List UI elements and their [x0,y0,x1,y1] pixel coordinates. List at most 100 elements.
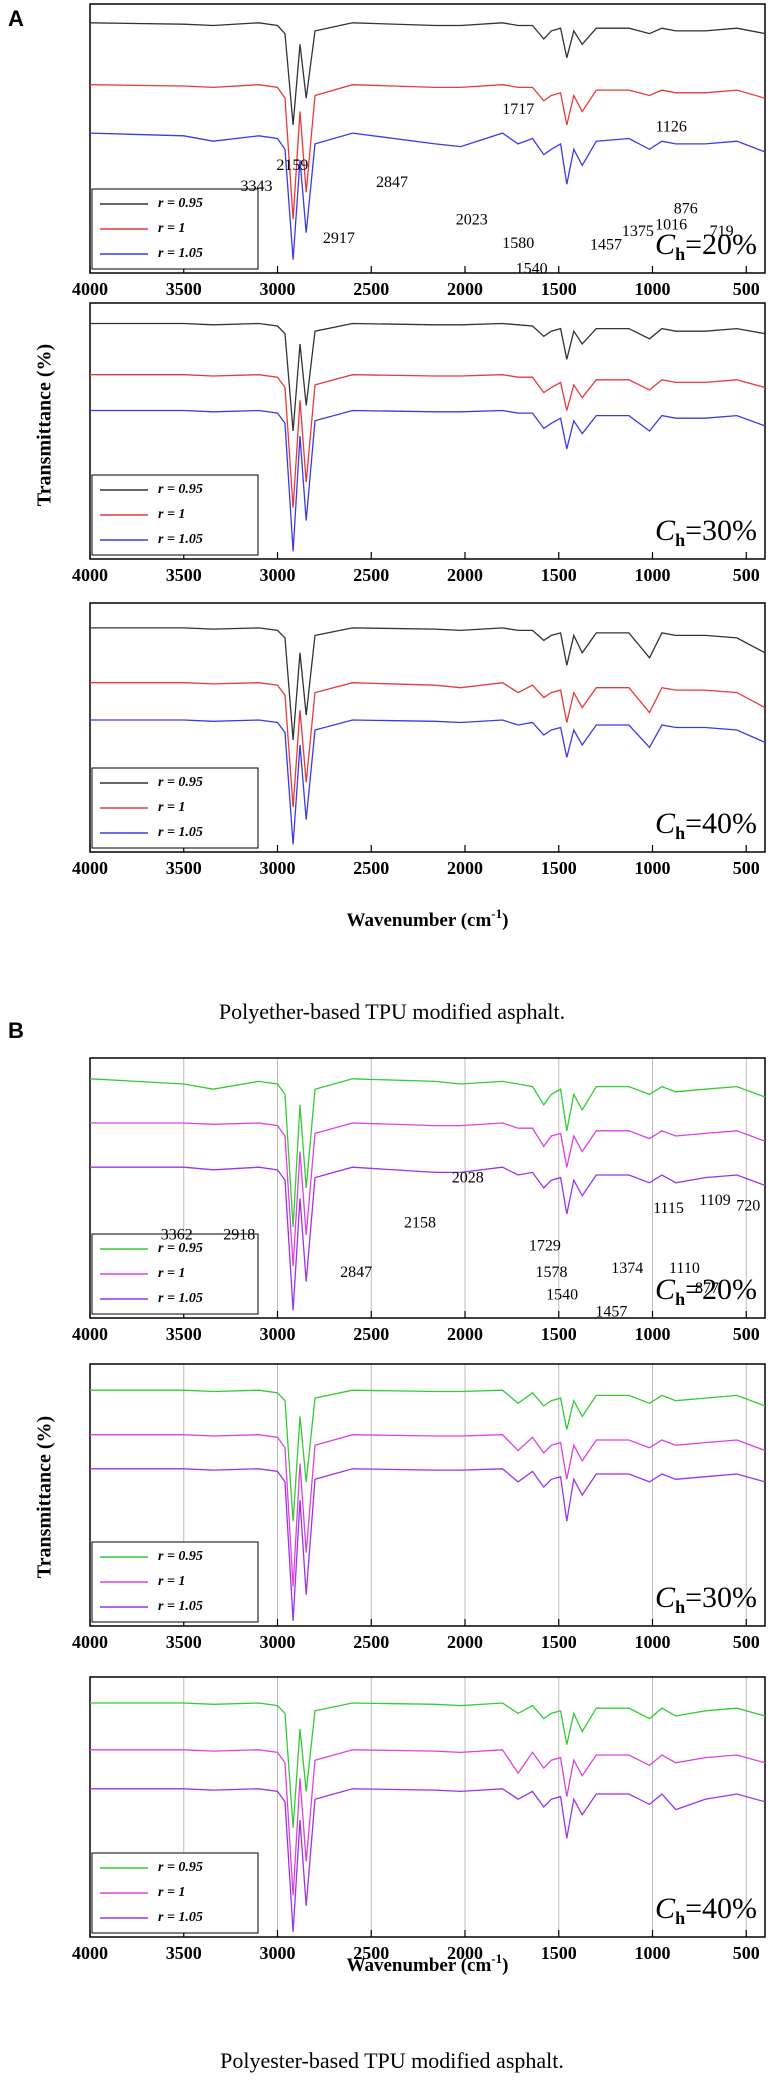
legend-label: r = 1.05 [158,1599,203,1614]
x-label-sup: -1 [491,1951,502,1966]
x-tick-label: 2500 [353,1324,389,1344]
x-tick-label: 2500 [353,565,389,585]
x-tick-label: 3000 [260,1632,296,1652]
spectrum-line [90,682,766,808]
spectrum-line [89,132,766,260]
peak-annotation: 2158 [404,1215,436,1232]
x-tick-label: 4000 [72,1632,108,1652]
plot-frame [89,1057,766,1319]
panel-symbol: C [655,514,676,547]
peak-annotation: 2028 [452,1169,484,1186]
x-tick-label: 3000 [260,279,296,299]
x-tick-label: 3000 [260,1943,296,1963]
peak-annotation: 876 [674,201,698,218]
peak-annotation: 719 [710,223,734,240]
x-tick-label: 3500 [166,565,202,585]
x-tick-label: 2000 [447,858,483,878]
figure-label: B [8,1018,24,1043]
legend-label: r = 1 [158,800,185,815]
spectrum-line [90,1749,766,1896]
panel-text: =30% [685,1581,757,1614]
spectrum-line [89,1078,766,1228]
x-tick-label: 3000 [260,858,296,878]
peak-annotation: 2847 [376,174,408,191]
legend-label: r = 0.95 [158,1860,203,1875]
peak-annotation: 1115 [653,1200,684,1217]
legend-label: r = 1.05 [158,532,203,547]
peak-annotation: 1374 [611,1260,643,1277]
spectrum-line [90,1468,766,1621]
peak-annotation: 3343 [240,178,272,195]
x-tick-label: 1500 [541,565,577,585]
legend-label: r = 1 [158,1266,185,1281]
panel-label: Ch=20% [655,228,757,264]
panel-text: =40% [685,1892,757,1925]
x-label-end: ) [502,1955,508,1976]
legend-label: r = 0.95 [158,1241,203,1256]
spectrum-line [90,719,766,845]
panel-label: Ch=30% [655,514,757,550]
x-tick-label: 3000 [260,1324,296,1344]
x-label-text: Wavenumber (cm [347,910,492,931]
legend-label: r = 0.95 [158,482,203,497]
x-tick-label: 2000 [447,279,483,299]
x-tick-label: 4000 [72,565,108,585]
panel-sub: h [675,1289,685,1309]
x-tick-label: 500 [733,1943,760,1963]
x-tick-label: 2500 [353,1943,389,1963]
panel-sub: h [675,244,685,264]
x-axis-label: Wavenumber (cm-1) [347,906,509,931]
peak-annotation: 3362 [161,1227,193,1244]
spectrum-line [90,374,766,508]
peak-annotation: 1580 [502,235,534,252]
x-tick-label: 3500 [166,1324,202,1344]
panel-text: =20% [685,228,757,261]
x-tick-label: 1500 [541,279,577,299]
spectrum-line [90,322,766,432]
x-label-end: ) [502,910,508,931]
caption: Polyether-based TPU modified asphalt. [219,999,565,1024]
legend-label: r = 1 [158,1885,185,1900]
spectrum-line [90,1389,766,1522]
x-tick-label: 1000 [635,565,671,585]
x-tick-label: 4000 [72,858,108,878]
panel-label: Ch=40% [655,1892,757,1928]
figure-label: A [8,6,24,31]
x-tick-label: 4000 [72,1943,108,1963]
spectrum-line [90,1788,766,1932]
plot-frame [89,1363,766,1627]
legend-label: r = 1.05 [158,246,203,261]
peak-annotation: 1540 [516,260,548,277]
peak-annotation: 1540 [546,1286,578,1303]
x-tick-label: 1500 [541,1943,577,1963]
spectrum-line [90,1702,766,1828]
panel-symbol: C [655,807,676,840]
peak-annotation: 1457 [590,237,622,254]
x-label-text: Wavenumber (cm [347,1955,492,1976]
panel-sub: h [675,1597,685,1617]
panel-label: Ch=30% [655,1581,757,1617]
panel-symbol: C [655,1581,676,1614]
x-tick-label: 2500 [353,858,389,878]
peak-annotation: 1109 [699,1192,730,1209]
x-tick-label: 1000 [635,279,671,299]
legend-label: r = 1.05 [158,825,203,840]
x-tick-label: 1000 [635,1943,671,1963]
panel-text: =30% [685,514,757,547]
x-tick-label: 3500 [166,279,202,299]
legend-label: r = 0.95 [158,775,203,790]
plot-frame [89,3,766,274]
legend-label: r = 1.05 [158,1291,203,1306]
peak-annotation: 2847 [340,1264,372,1281]
x-tick-label: 500 [733,858,760,878]
x-tick-label: 500 [733,565,760,585]
x-tick-label: 500 [733,1632,760,1652]
panel-symbol: C [655,228,676,261]
spectrum-line [90,1166,766,1311]
legend-box [91,188,259,270]
spectrum-line [90,409,766,552]
x-tick-label: 2000 [447,1632,483,1652]
x-axis-label: Wavenumber (cm-1) [347,1951,509,1976]
x-tick-label: 1000 [635,1632,671,1652]
x-label-sup: -1 [491,906,502,921]
